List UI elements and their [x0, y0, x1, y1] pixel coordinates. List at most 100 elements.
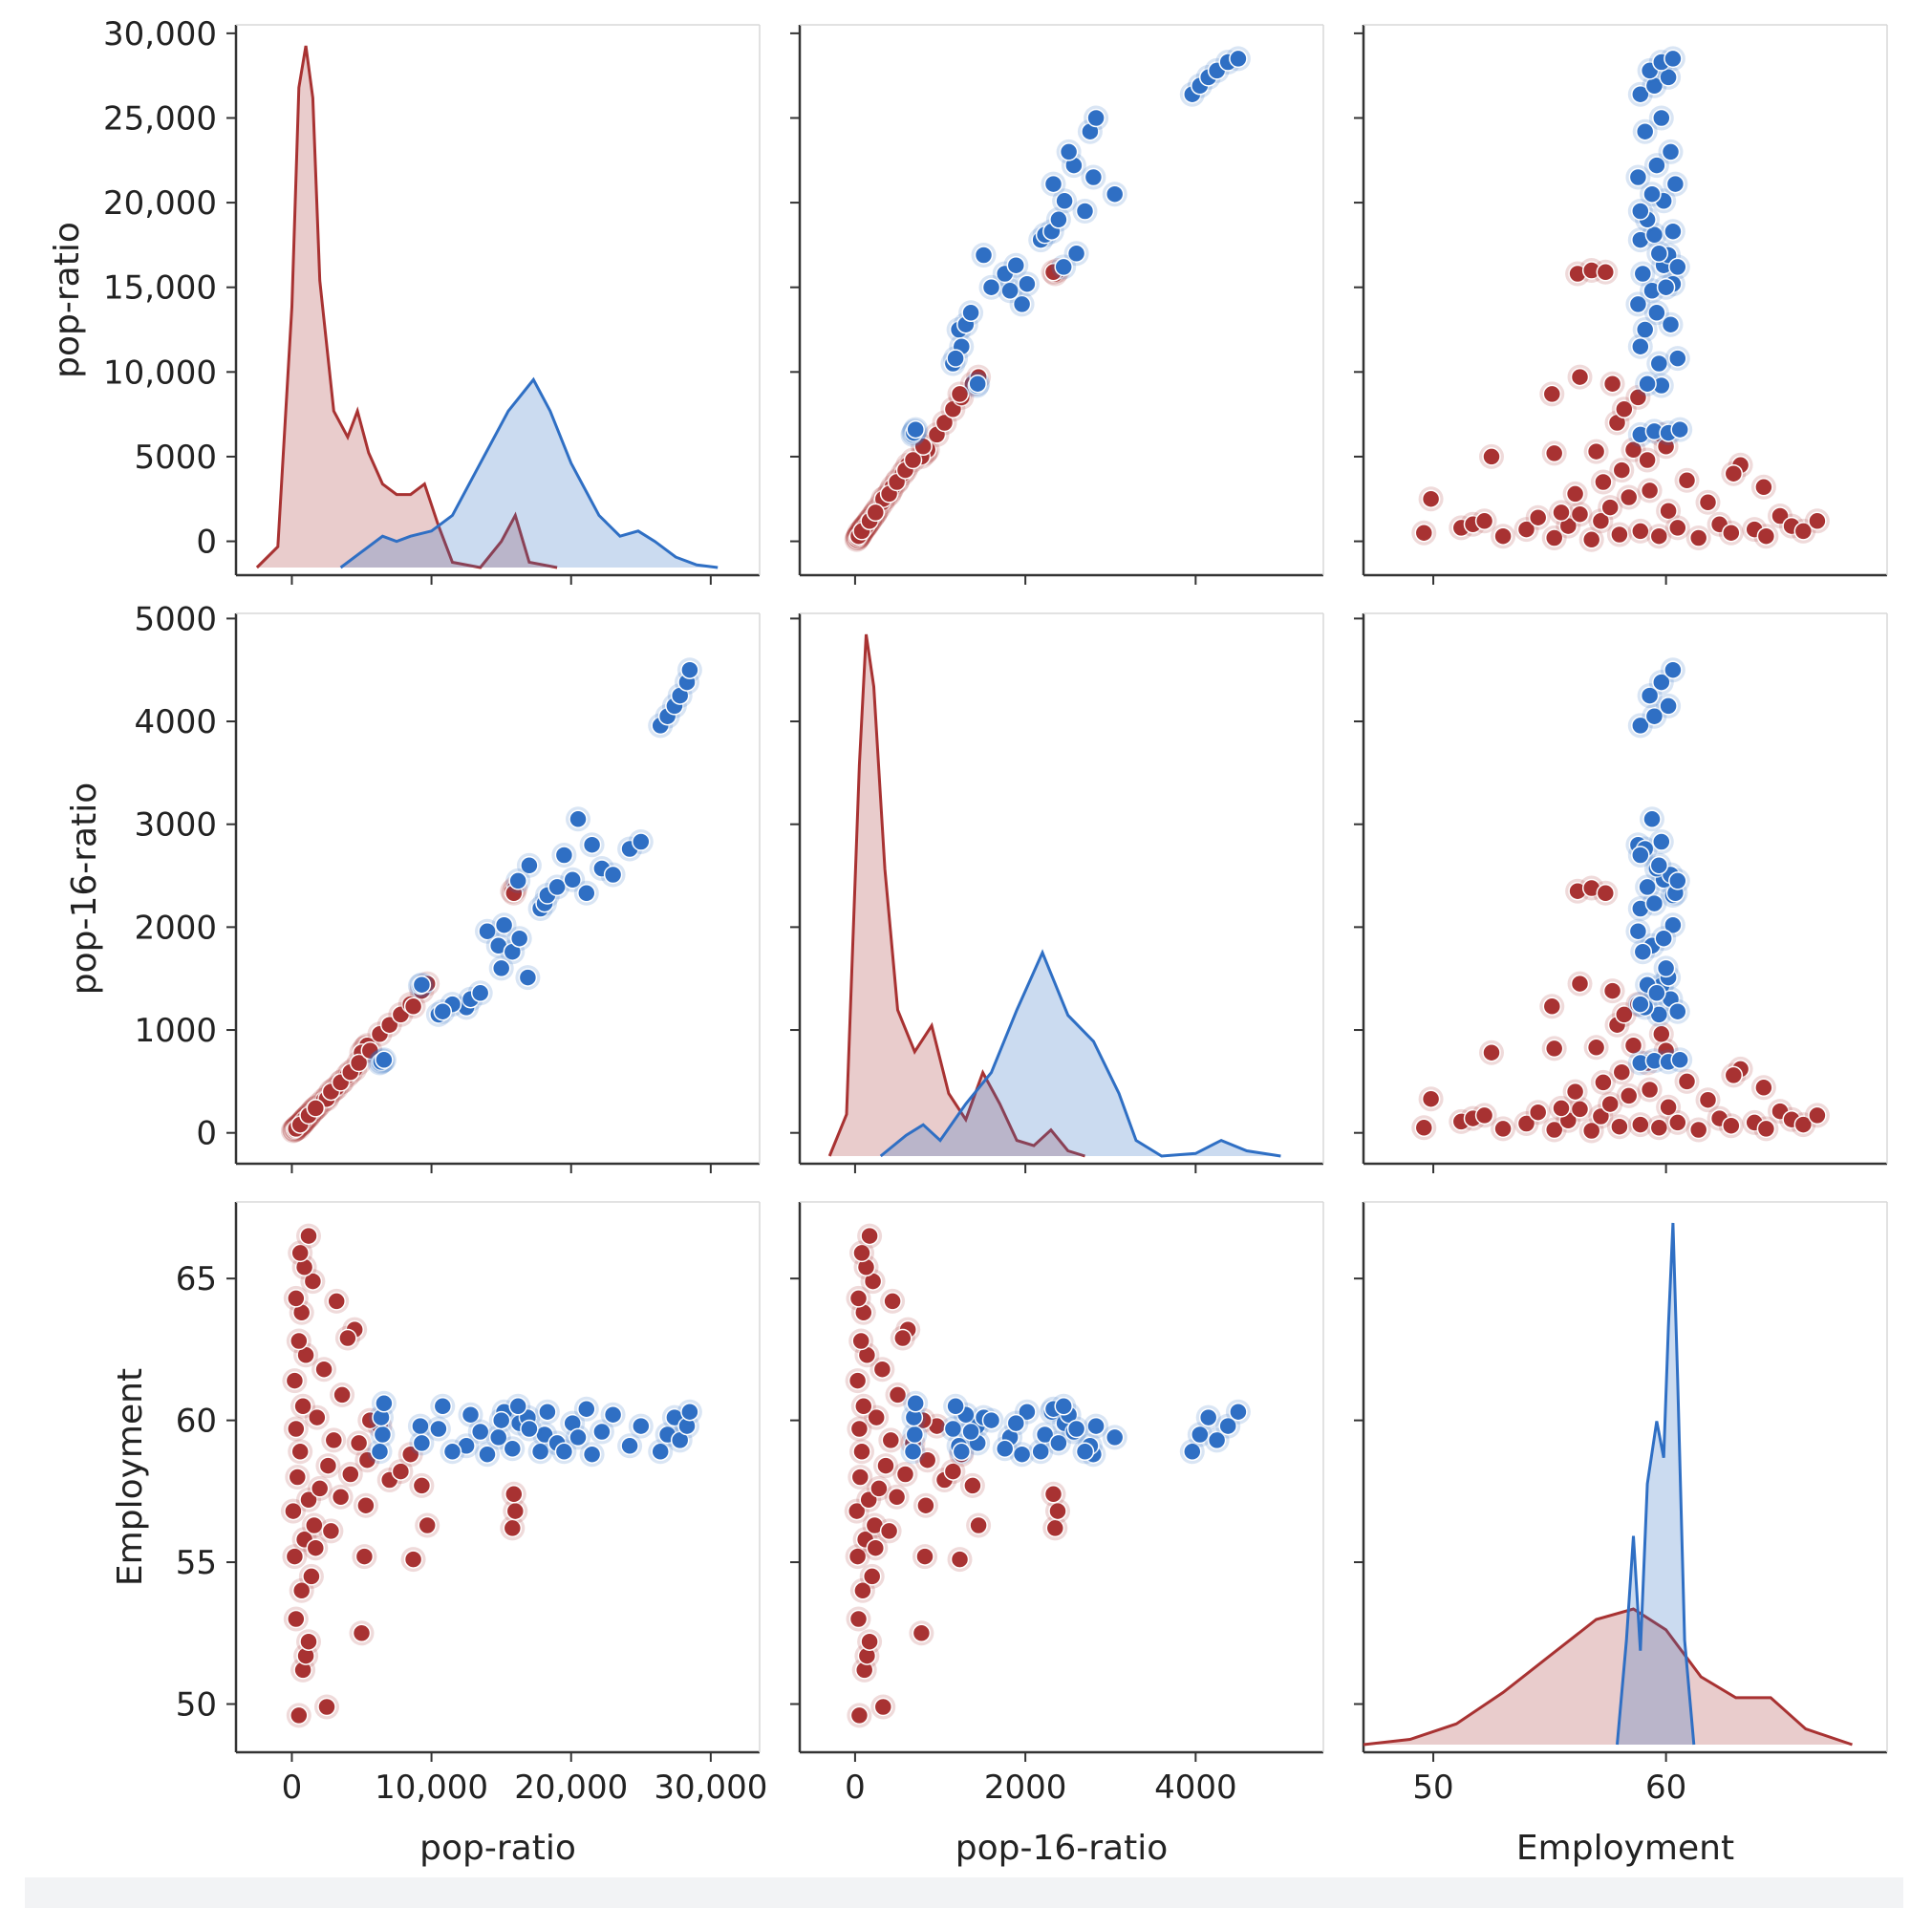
x-tick-label-Employment: 50 — [1412, 1769, 1453, 1807]
point-group-red — [1631, 1115, 1650, 1134]
point-group-red — [1619, 487, 1639, 507]
point-group-red — [302, 1567, 321, 1586]
point-group-red — [1698, 1090, 1718, 1109]
point-group-blue — [1668, 257, 1687, 277]
point-group-red — [1688, 528, 1708, 547]
point-group-blue — [1649, 244, 1669, 264]
density-fill-group-blue — [1617, 1223, 1694, 1745]
point-group-red — [1602, 374, 1622, 394]
point-group-blue — [429, 1419, 448, 1439]
point-group-red — [1594, 1073, 1613, 1092]
point-group-red — [848, 1609, 869, 1629]
point-group-red — [1482, 447, 1501, 466]
point-group-red — [1619, 1086, 1639, 1105]
y-tick-label-Employment: 55 — [176, 1544, 217, 1582]
point-group-blue — [1631, 995, 1650, 1014]
point-group-blue — [906, 419, 925, 439]
point-group-red — [284, 1501, 303, 1521]
point-group-blue — [1207, 1430, 1227, 1450]
point-group-blue — [1661, 142, 1681, 161]
point-group-red — [317, 1697, 336, 1717]
y-tick-label-pop-ratio: 5000 — [134, 439, 217, 477]
point-group-blue — [968, 374, 987, 394]
point-group-blue — [442, 1442, 462, 1462]
point-group-blue — [1628, 921, 1648, 941]
point-group-blue — [412, 975, 432, 995]
point-group-red — [352, 1623, 372, 1643]
point-group-blue — [1229, 49, 1248, 69]
point-group-blue — [1638, 877, 1657, 897]
point-group-red — [1594, 472, 1613, 492]
point-group-blue — [1631, 202, 1650, 221]
point-group-red — [1688, 1120, 1708, 1140]
point-group-blue — [1035, 1425, 1055, 1445]
point-group-blue — [1031, 1442, 1050, 1462]
point-group-blue — [1628, 167, 1648, 187]
point-group-red — [1474, 1105, 1494, 1126]
point-group-blue — [680, 1402, 699, 1422]
point-group-blue — [1644, 225, 1664, 245]
point-group-red — [333, 1385, 352, 1404]
point-group-blue — [1054, 257, 1073, 277]
point-group-red — [1677, 471, 1697, 490]
point-group-red — [290, 1705, 309, 1726]
point-group-red — [853, 1581, 872, 1600]
point-group-red — [1808, 511, 1827, 531]
y-axis-label-pop-ratio: pop-ratio — [48, 222, 87, 378]
point-group-blue — [1665, 174, 1685, 194]
point-group-red — [862, 1567, 882, 1586]
point-group-blue — [603, 865, 623, 885]
point-group-red — [1493, 526, 1513, 546]
point-group-red — [1754, 1078, 1773, 1098]
y-tick-label-Employment: 60 — [176, 1403, 217, 1441]
point-group-red — [349, 1053, 369, 1073]
point-group-red — [504, 1485, 524, 1504]
point-group-blue — [518, 968, 538, 987]
point-group-blue — [1075, 1442, 1095, 1462]
point-group-red — [1600, 498, 1620, 517]
point-group-blue — [1647, 303, 1666, 323]
y-tick-label-pop-16-ratio: 1000 — [134, 1012, 217, 1050]
point-group-blue — [1059, 142, 1079, 161]
point-group-red — [1628, 388, 1648, 407]
point-group-red — [327, 1292, 346, 1311]
point-group-red — [1756, 1119, 1776, 1139]
point-group-red — [290, 1243, 310, 1263]
point-group-blue — [1668, 871, 1687, 890]
point-group-blue — [470, 983, 490, 1003]
y-tick-label-pop-ratio: 15,000 — [103, 269, 217, 308]
point-group-blue — [1084, 167, 1104, 187]
point-group-red — [287, 1289, 306, 1308]
point-group-blue — [632, 1416, 651, 1436]
point-group-blue — [1642, 184, 1662, 204]
x-tick-label-Employment: 60 — [1645, 1769, 1686, 1807]
point-group-red — [950, 384, 970, 404]
point-group-red — [879, 1521, 899, 1541]
point-group-red — [913, 437, 933, 457]
point-group-blue — [651, 1442, 670, 1462]
y-tick-label-pop-16-ratio: 3000 — [134, 806, 217, 845]
point-group-red — [1421, 489, 1441, 508]
point-group-red — [852, 1243, 871, 1263]
point-group-red — [318, 1456, 338, 1475]
point-group-red — [1528, 1103, 1548, 1122]
point-group-blue — [961, 303, 980, 323]
point-group-red — [848, 1371, 868, 1390]
point-group-blue — [1652, 108, 1671, 128]
point-group-blue — [1075, 202, 1095, 221]
point-group-red — [403, 997, 423, 1017]
point-group-red — [950, 1550, 970, 1569]
point-group-red — [1581, 530, 1601, 549]
point-group-red — [349, 1433, 369, 1453]
point-group-blue — [520, 1419, 539, 1439]
point-group-blue — [981, 277, 1001, 297]
point-group-blue — [1054, 1397, 1073, 1416]
point-group-red — [881, 1430, 901, 1450]
point-group-red — [1552, 503, 1571, 523]
point-group-red — [1544, 443, 1564, 463]
point-group-red — [1591, 1106, 1611, 1126]
point-group-blue — [1105, 1427, 1125, 1447]
point-group-red — [1623, 440, 1643, 460]
point-group-red — [963, 1476, 982, 1495]
